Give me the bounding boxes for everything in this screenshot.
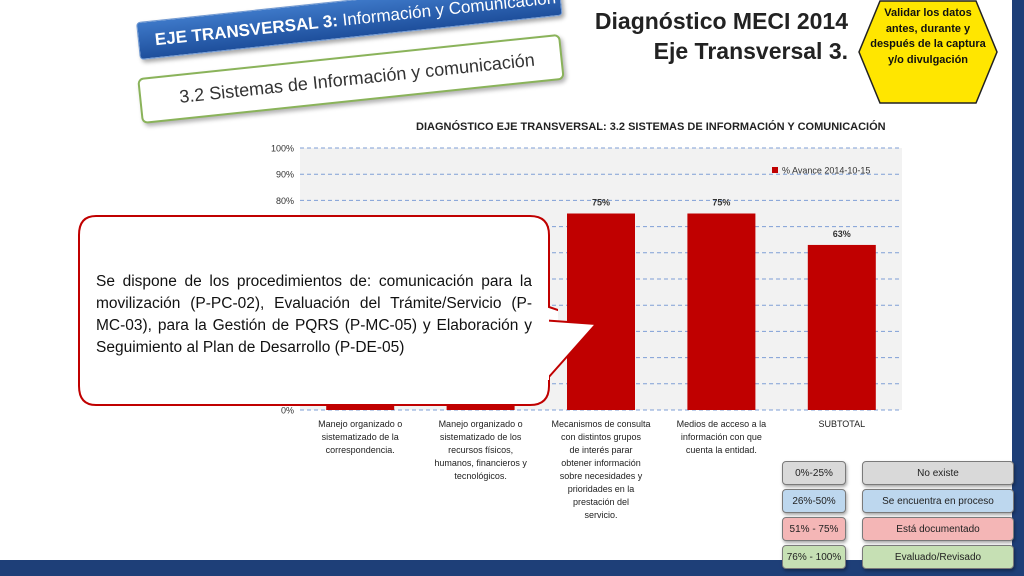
legend-label: % Avance 2014-10-15 — [782, 166, 870, 176]
scale-range-button[interactable]: 26%-50% — [782, 489, 846, 513]
hexagon-shape — [858, 0, 998, 104]
scale-range-button[interactable]: 0%-25% — [782, 461, 846, 485]
callout-bubble — [78, 215, 558, 406]
legend-swatch — [772, 167, 778, 173]
scale-status-button[interactable]: No existe — [862, 461, 1014, 485]
scale-range-button[interactable]: 51% - 75% — [782, 517, 846, 541]
chart-title: DIAGNÓSTICO EJE TRANSVERSAL: 3.2 SISTEMA… — [416, 121, 886, 133]
category-label: SUBTOTAL — [818, 419, 865, 429]
callout-text: Se dispone de los procedimientos de: com… — [96, 273, 532, 356]
data-label: 63% — [833, 229, 851, 239]
validation-note: Validar los datos antes, durante y despu… — [870, 7, 986, 66]
scale-status-button[interactable]: Está documentado — [862, 517, 1014, 541]
y-tick-label: 100% — [271, 144, 294, 154]
page-title-line1: Diagnóstico MECI 2014 — [594, 8, 848, 34]
document-code: COSIG 19. 2014-10-02 — [6, 5, 120, 17]
page-title: Diagnóstico MECI 2014 Eje Transversal 3. — [595, 6, 848, 66]
y-tick-label: 80% — [276, 196, 294, 206]
data-label: 75% — [712, 198, 730, 208]
category-label: Manejo organizado o sistematizado de los r… — [434, 419, 527, 481]
scale-status-button[interactable]: Se encuentra en proceso — [862, 489, 1014, 513]
callout-pointer — [540, 318, 599, 381]
category-label: Manejo organizado o sistematizado de la co… — [318, 419, 402, 455]
y-tick-label: 90% — [276, 170, 294, 180]
scale-range-button[interactable]: 76% - 100% — [782, 545, 846, 569]
category-label: Medios de acceso a la información con que… — [677, 419, 767, 455]
bar — [687, 213, 756, 410]
bar — [807, 244, 876, 410]
scale-status-button[interactable]: Evaluado/Revisado — [862, 545, 1014, 569]
bar — [567, 213, 635, 410]
category-label: Mecanismos de consulta con distintos grup… — [551, 419, 650, 520]
data-label: 75% — [592, 198, 610, 208]
page-title-line2: Eje Transversal 3. — [653, 38, 848, 64]
y-tick-label: 0% — [281, 406, 294, 416]
